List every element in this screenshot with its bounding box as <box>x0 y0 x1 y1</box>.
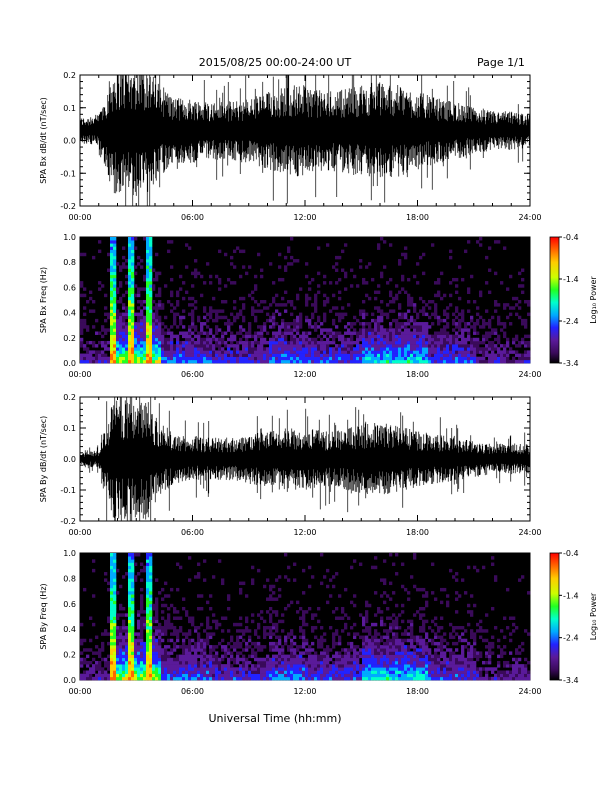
colorbar-tick-label: -1.4 <box>563 591 579 600</box>
y-tick-label: 0.6 <box>63 600 76 609</box>
colorbar-tick-label: -3.4 <box>563 359 579 368</box>
x-tick-label: 06:00 <box>181 687 204 696</box>
x-tick-label: 12:00 <box>293 687 316 696</box>
y-tick-label: 0.2 <box>63 334 76 343</box>
y-tick-label: 1.0 <box>63 549 76 558</box>
y-tick-label: 0.1 <box>63 104 76 113</box>
y-tick-label: 0.8 <box>63 258 76 267</box>
by-spectrogram-panel: 00:00 06:00 12:00 18:00 24:00 0.0 0.2 0.4 0.6 0.8… <box>39 549 598 696</box>
colorbar-tick-label: -2.4 <box>563 317 579 326</box>
colorbar-tick-label: -0.4 <box>563 549 579 558</box>
by-spectrogram-colorbar <box>549 552 560 681</box>
bx-spectrogram-cells <box>80 237 531 364</box>
y-tick-label: -0.2 <box>60 202 76 211</box>
y-tick-label: 0.4 <box>63 309 76 318</box>
x-tick-label: 24:00 <box>518 687 541 696</box>
x-tick-label: 00:00 <box>68 213 91 222</box>
x-tick-label: 18:00 <box>406 213 429 222</box>
x-tick-label: 18:00 <box>406 687 429 696</box>
bx-waveform-ylabel: SPA Bx dB/dt (nT/sec) <box>39 97 48 184</box>
x-tick-label: 12:00 <box>293 213 316 222</box>
y-tick-label: 0.2 <box>63 651 76 660</box>
page-indicator: Page 1/1 <box>477 56 525 69</box>
colorbar-label: Log₁₀ Power <box>589 592 598 640</box>
colorbar-tick-label: -2.4 <box>563 634 579 643</box>
y-tick-label: 0.0 <box>63 676 76 685</box>
by-spectrogram-ylabel: SPA By Freq (Hz) <box>39 583 48 649</box>
x-tick-label: 12:00 <box>293 528 316 537</box>
colorbar-tick-label: -0.4 <box>563 233 579 242</box>
x-tick-label: 06:00 <box>181 213 204 222</box>
bx-waveform-trace <box>79 75 531 206</box>
y-tick-label: 0.8 <box>63 574 76 583</box>
x-tick-label: 24:00 <box>518 370 541 379</box>
y-tick-label: 0.1 <box>63 424 76 433</box>
bx-spectrogram-colorbar <box>549 236 560 364</box>
y-tick-label: 1.0 <box>63 233 76 242</box>
x-tick-label: 00:00 <box>68 528 91 537</box>
by-waveform-trace <box>79 397 531 521</box>
y-tick-label: 0.0 <box>63 455 76 464</box>
y-tick-label: -0.1 <box>60 486 76 495</box>
y-tick-label: 0.2 <box>63 393 76 402</box>
bx-spectrogram-panel: 00:00 06:00 12:00 18:00 24:00 0.0 0.2 0.4 0.6 0.8… <box>39 233 598 379</box>
y-tick-label: 0.2 <box>63 71 76 80</box>
x-tick-label: 06:00 <box>181 370 204 379</box>
colorbar-tick-label: -1.4 <box>563 275 579 284</box>
y-tick-label: 0.6 <box>63 283 76 292</box>
x-tick-label: 12:00 <box>293 370 316 379</box>
bx-spectrogram-ylabel: SPA Bx Freq (Hz) <box>39 267 48 333</box>
date-range-title: 2015/08/25 00:00-24:00 UT <box>199 56 352 69</box>
x-axis-label: Universal Time (hh:mm) <box>209 712 342 725</box>
x-tick-label: 18:00 <box>406 370 429 379</box>
colorbar-label: Log₁₀ Power <box>589 276 598 324</box>
by-waveform-ylabel: SPA By dB/dt (nT/sec) <box>39 416 48 503</box>
by-waveform-panel: 00:00 06:00 12:00 18:00 24:00 -0.2 -0.1 0.0 0.1 0… <box>39 393 542 537</box>
by-spectrogram-cells <box>80 553 531 681</box>
y-tick-label: 0.0 <box>63 359 76 368</box>
y-tick-label: -0.1 <box>60 169 76 178</box>
x-tick-label: 24:00 <box>518 528 541 537</box>
bx-waveform-panel: 00:00 06:00 12:00 18:00 24:00 -0.2 -0.1 0.0 0.1 0… <box>39 71 542 222</box>
colorbar-tick-label: -3.4 <box>563 676 579 685</box>
x-tick-label: 06:00 <box>181 528 204 537</box>
x-tick-label: 18:00 <box>406 528 429 537</box>
y-tick-label: -0.2 <box>60 517 76 526</box>
x-tick-label: 00:00 <box>68 370 91 379</box>
y-tick-label: 0.4 <box>63 625 76 634</box>
x-tick-label: 00:00 <box>68 687 91 696</box>
x-tick-label: 24:00 <box>518 213 541 222</box>
y-tick-label: 0.0 <box>63 137 76 146</box>
